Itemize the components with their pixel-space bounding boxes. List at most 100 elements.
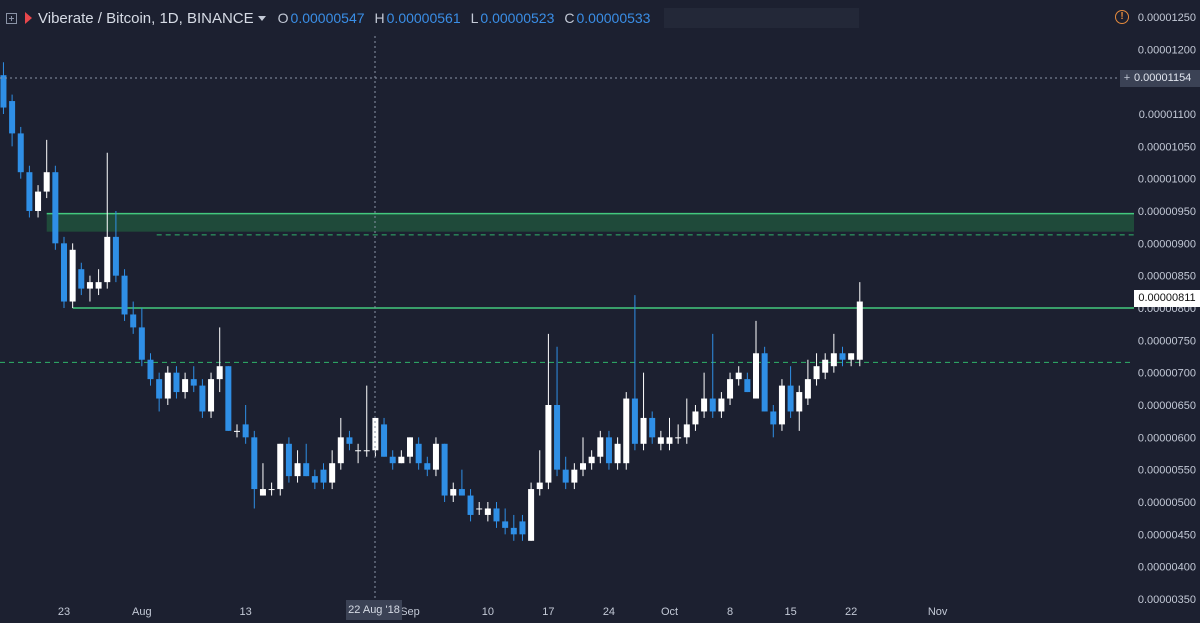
candle[interactable] — [709, 333, 716, 418]
candle[interactable] — [225, 366, 232, 431]
resistance-zone[interactable] — [46, 213, 1135, 232]
candle[interactable] — [770, 405, 777, 438]
candle[interactable] — [320, 463, 327, 490]
candle[interactable] — [147, 353, 154, 386]
candle[interactable] — [562, 456, 569, 490]
candle[interactable] — [182, 372, 189, 399]
candle[interactable] — [519, 514, 526, 541]
candle[interactable] — [588, 450, 595, 470]
candle[interactable] — [623, 392, 630, 470]
candle[interactable] — [666, 417, 673, 451]
candle[interactable] — [683, 398, 690, 444]
candle[interactable] — [104, 152, 111, 289]
candle[interactable] — [796, 385, 803, 431]
candle[interactable] — [614, 437, 621, 470]
candle[interactable] — [43, 139, 50, 199]
candle[interactable] — [701, 372, 708, 418]
candle[interactable] — [493, 502, 500, 528]
candle[interactable] — [17, 126, 24, 179]
candle[interactable] — [510, 514, 517, 541]
candle[interactable] — [605, 430, 612, 470]
candle[interactable] — [761, 346, 768, 412]
candle[interactable] — [294, 450, 301, 483]
candle[interactable] — [311, 469, 318, 490]
candle[interactable] — [424, 456, 431, 477]
candle[interactable] — [432, 437, 439, 477]
candle[interactable] — [692, 405, 699, 431]
candle[interactable] — [389, 450, 396, 470]
candle[interactable] — [337, 417, 344, 470]
candle[interactable] — [234, 424, 240, 438]
warning-icon[interactable]: ! — [1115, 10, 1129, 24]
candle[interactable] — [545, 333, 552, 490]
candle[interactable] — [277, 443, 284, 496]
candle[interactable] — [848, 353, 855, 367]
candle[interactable] — [138, 308, 145, 367]
candle[interactable] — [86, 275, 93, 302]
candle[interactable] — [804, 359, 811, 405]
candle[interactable] — [571, 463, 578, 490]
candle[interactable] — [9, 94, 16, 147]
chevron-down-icon[interactable] — [257, 15, 266, 21]
candle[interactable] — [35, 185, 42, 218]
candle[interactable] — [476, 502, 483, 515]
candle[interactable] — [242, 405, 249, 444]
candle[interactable] — [407, 437, 413, 464]
candle[interactable] — [173, 366, 180, 399]
candle[interactable] — [199, 379, 206, 418]
candle[interactable] — [580, 437, 586, 477]
candle[interactable] — [216, 327, 223, 393]
candle[interactable] — [830, 333, 837, 373]
symbol-title[interactable]: Viberate / Bitcoin, 1D, BINANCE — [38, 9, 254, 27]
candle[interactable] — [822, 353, 829, 380]
expand-icon[interactable] — [6, 12, 17, 24]
candle[interactable] — [26, 165, 33, 218]
candle[interactable] — [744, 372, 751, 393]
candle[interactable] — [208, 372, 215, 418]
candle[interactable] — [363, 385, 370, 457]
candle[interactable] — [450, 482, 457, 502]
candle[interactable] — [95, 269, 102, 296]
candle[interactable] — [502, 508, 509, 535]
candle[interactable] — [649, 411, 656, 444]
candle[interactable] — [190, 366, 197, 393]
candle[interactable] — [398, 450, 405, 464]
candle[interactable] — [787, 366, 794, 418]
plus-icon[interactable]: + — [1123, 72, 1131, 84]
candle[interactable] — [259, 463, 266, 496]
candle[interactable] — [631, 295, 638, 451]
candle[interactable] — [554, 346, 561, 477]
candle[interactable] — [753, 320, 759, 399]
candle[interactable] — [441, 443, 448, 502]
candle[interactable] — [839, 346, 846, 367]
candle[interactable] — [268, 482, 275, 496]
candle[interactable] — [164, 366, 171, 405]
candle[interactable] — [251, 430, 258, 509]
candle[interactable] — [285, 437, 292, 483]
candle[interactable] — [597, 430, 604, 464]
candle[interactable] — [735, 366, 742, 386]
candle[interactable] — [458, 469, 465, 496]
candle[interactable] — [69, 243, 76, 308]
candle[interactable] — [78, 262, 85, 296]
candle[interactable] — [303, 443, 310, 477]
candle[interactable] — [355, 443, 362, 464]
candle[interactable] — [346, 430, 353, 451]
candle[interactable] — [329, 450, 336, 490]
candle[interactable] — [112, 211, 119, 283]
candle[interactable] — [130, 301, 137, 334]
candle[interactable] — [657, 430, 664, 451]
candle[interactable] — [856, 282, 863, 367]
candle[interactable] — [467, 489, 474, 522]
candle[interactable] — [121, 269, 128, 321]
candle[interactable] — [156, 372, 163, 412]
candle[interactable] — [813, 353, 820, 386]
candle[interactable] — [536, 450, 543, 496]
candle[interactable] — [61, 236, 67, 308]
candle[interactable] — [415, 437, 422, 470]
candle[interactable] — [381, 417, 388, 457]
candle[interactable] — [675, 424, 682, 444]
candle[interactable] — [484, 502, 491, 522]
candle[interactable] — [727, 372, 734, 405]
